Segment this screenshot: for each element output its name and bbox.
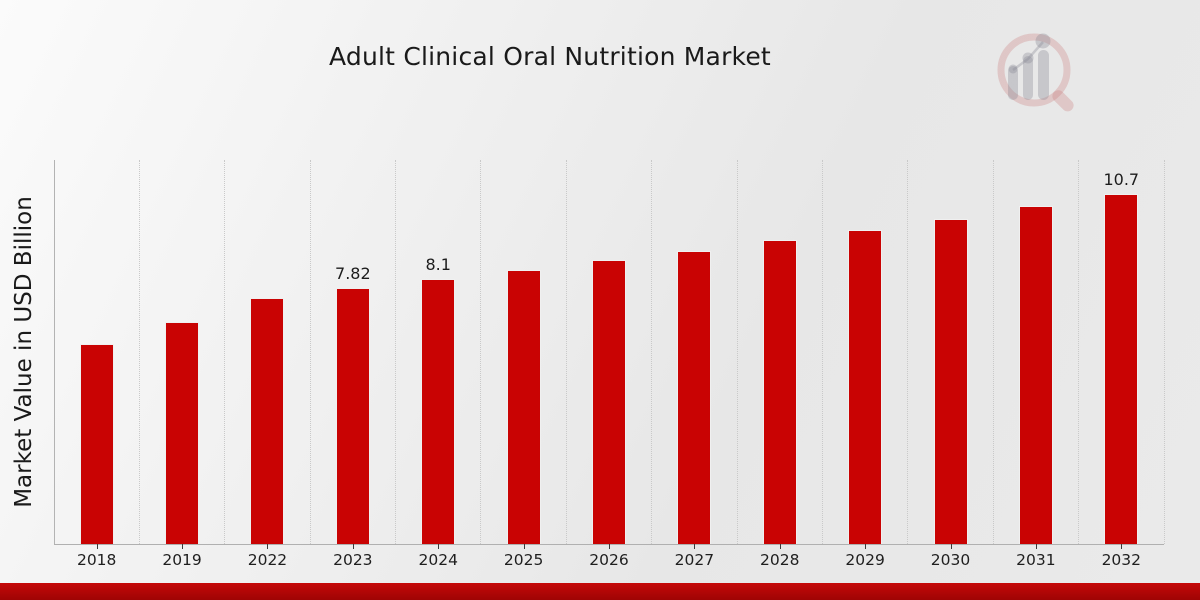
bar-slot-2025: [481, 160, 566, 549]
magnifier-bar-chart-logo: [992, 28, 1084, 114]
gridline: [907, 160, 909, 544]
bar-slot-2024: 8.1: [396, 160, 481, 549]
bar-slot-2028: [737, 160, 822, 549]
y-axis-spine: [53, 160, 55, 544]
gridline: [565, 160, 567, 544]
x-axis-tick: [1035, 544, 1037, 549]
gridline: [736, 160, 738, 544]
bar-2024: [421, 279, 456, 544]
gridline: [138, 160, 140, 544]
bar-slot-2027: [652, 160, 737, 549]
x-axis-label-2032: 2032: [1101, 551, 1142, 569]
bar-slot-2022: [225, 160, 310, 549]
bar-slot-2018: [54, 160, 139, 549]
magnifier-handle: [1052, 90, 1074, 112]
trend-line: [1012, 41, 1044, 72]
bar-2030: [933, 218, 968, 544]
x-axis-tick: [608, 544, 610, 549]
gridline: [309, 160, 311, 544]
bar-slot-2029: [822, 160, 907, 549]
gridline: [480, 160, 482, 544]
logo-bar-tall: [1038, 50, 1049, 100]
x-axis-label-2030: 2030: [930, 551, 971, 569]
x-axis-label-2023: 2023: [333, 551, 373, 569]
x-axis-tick: [96, 544, 98, 549]
x-axis-label-2026: 2026: [589, 551, 629, 569]
x-axis-label-2024: 2024: [418, 551, 458, 569]
bar-2032: [1104, 194, 1139, 544]
bar-2026: [591, 260, 626, 544]
x-axis-tick: [950, 544, 952, 549]
trend-dot-3: [1035, 33, 1051, 49]
bar-2029: [848, 229, 883, 544]
gridline: [821, 160, 823, 544]
bar-2028: [762, 240, 797, 544]
bar-2031: [1018, 206, 1053, 544]
gridline: [651, 160, 653, 544]
gridline: [1078, 160, 1080, 544]
bar-value-label: 7.82: [335, 264, 371, 284]
magnifier-ring: [997, 33, 1071, 107]
bar-value-label: 8.1: [425, 255, 451, 275]
x-axis-tick: [182, 544, 184, 549]
x-axis-label-2027: 2027: [674, 551, 715, 569]
x-axis-tick: [438, 544, 440, 549]
gridline: [1163, 160, 1165, 544]
x-axis-labels: 2018 2019 2022 2023 2024 2025 2026 2027 2028 2029…: [54, 551, 1164, 571]
y-axis-label: Market Value in USD Billion: [11, 196, 37, 508]
x-axis-label-2029: 2029: [845, 551, 885, 569]
gridline: [992, 160, 994, 544]
trend-dot-1: [1008, 64, 1018, 74]
x-axis-tick: [694, 544, 696, 549]
bar-2023: [335, 288, 370, 544]
x-axis-tick: [352, 544, 354, 549]
logo-svg: [997, 33, 1074, 112]
x-axis-label-2019: 2019: [162, 551, 202, 569]
plot-area: 7.82 8.1 10.7: [53, 160, 1165, 549]
bar-2025: [506, 269, 541, 544]
bar-slot-2032: 10.7: [1079, 160, 1164, 549]
gridline: [224, 160, 226, 544]
bar-slot-2026: [566, 160, 651, 549]
bar-slot-2030: [908, 160, 993, 549]
bar-value-label: 10.7: [1103, 170, 1140, 190]
x-axis-tick: [779, 544, 781, 549]
x-axis-tick: [1121, 544, 1123, 549]
x-axis-label-2028: 2028: [760, 551, 800, 569]
x-axis-label-2018: 2018: [76, 551, 117, 569]
x-axis-label-2025: 2025: [503, 551, 544, 569]
bar-2019: [165, 321, 200, 544]
logo-bar-medium: [1023, 56, 1033, 100]
x-axis-label-2022: 2022: [247, 551, 288, 569]
x-axis-tick: [267, 544, 269, 549]
x-axis-tick: [523, 544, 525, 549]
bar-2027: [677, 250, 712, 544]
footer-banner: [0, 583, 1200, 600]
x-axis-tick: [865, 544, 867, 549]
bar-slot-2023: 7.82: [310, 160, 395, 549]
gridline: [395, 160, 397, 544]
bar-2022: [250, 298, 285, 544]
bar-slot-2031: [993, 160, 1078, 549]
bar-slot-2019: [139, 160, 224, 549]
chart-title: Adult Clinical Oral Nutrition Market: [329, 42, 771, 71]
logo-bar-small: [1008, 66, 1018, 100]
x-axis-label-2031: 2031: [1016, 551, 1056, 569]
bar-2018: [79, 343, 114, 544]
trend-dot-2: [1022, 52, 1034, 64]
